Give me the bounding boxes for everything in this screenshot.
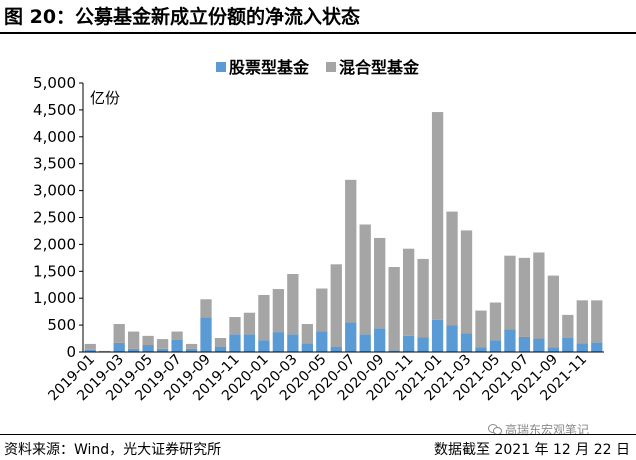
- bar-hybrid-2021-05: [489, 302, 502, 341]
- bar-hybrid-2021-04: [475, 310, 487, 348]
- y-tick-label: 0: [66, 343, 76, 361]
- bar-hybrid-2020-08: [359, 224, 371, 335]
- bar-hybrid-2019-03: [113, 324, 125, 343]
- bar-hybrid-2019-07: [171, 331, 183, 340]
- bar-hybrid-2020-01: [258, 294, 270, 341]
- bar-hybrid-2021-02: [446, 211, 458, 326]
- bar-stock-2020-03: [287, 334, 299, 352]
- bar-hybrid-2019-11: [229, 317, 241, 335]
- bar-hybrid-2020-04: [301, 324, 313, 344]
- y-tick-label: 1,500: [33, 262, 76, 280]
- y-unit-label: 亿份: [90, 89, 120, 107]
- bar-stock-2020-04: [301, 343, 313, 352]
- bar-hybrid-2020-06: [330, 264, 342, 347]
- bar-stock-2019-05: [142, 345, 154, 352]
- bar-stock-2021-01: [431, 319, 444, 352]
- bar-hybrid-2019-05: [142, 335, 154, 346]
- y-tick-label: 1,000: [33, 289, 76, 307]
- bar-hybrid-2020-11: [402, 248, 415, 336]
- bar-stock-2021-07: [518, 336, 531, 352]
- bar-stock-2020-01: [258, 340, 270, 352]
- bar-stock-2020-05: [316, 331, 328, 352]
- bar-hybrid-2020-07: [345, 179, 357, 323]
- stacked-bar-chart: 0 500 1,000 1,500 2,000 2,500 3,000 3,500 4,000 4…: [33, 58, 604, 404]
- bar-stock-2019-04: [128, 348, 140, 352]
- y-tick-label: 5,000: [33, 74, 76, 92]
- bar-hybrid-2020-09: [374, 237, 386, 329]
- bar-stock-2019-12: [243, 334, 256, 352]
- bar-hybrid-2021-08: [533, 252, 545, 339]
- legend-label-hybrid: 混合型基金: [339, 58, 420, 77]
- bar-stock-2021-09: [547, 347, 559, 352]
- legend-label-stock: 股票型基金: [229, 58, 310, 77]
- bar-stock-2021-03: [460, 333, 473, 352]
- bar-hybrid-2020-03: [287, 273, 299, 335]
- bar-hybrid-2019-02: [99, 350, 111, 352]
- bar-stock-2020-08: [359, 334, 371, 352]
- bar-hybrid-2021-01: [431, 112, 444, 320]
- bar-hybrid-2021-11: [576, 300, 588, 344]
- bar-stock-2020-09: [374, 328, 386, 352]
- y-tick-label: 500: [47, 316, 76, 334]
- bar-stock-2019-10: [214, 346, 227, 352]
- bar-stock-2021-06: [504, 329, 516, 352]
- bar-stock-2020-12: [417, 337, 429, 352]
- bar-stock-2020-07: [345, 322, 357, 352]
- bar-hybrid-2021-10: [562, 314, 574, 339]
- bar-stock-2021-08: [533, 338, 545, 352]
- figure-title: 图 20：公募基金新成立份额的净流入状态: [4, 6, 361, 28]
- bar-hybrid-2020-02: [272, 289, 285, 333]
- y-tick-label: 2,000: [33, 235, 76, 253]
- y-tick-label: 3,000: [33, 182, 76, 200]
- footer-rule: [0, 434, 636, 435]
- bar-stock-2021-10: [562, 338, 574, 352]
- watermark-text: 高瑞东宏观笔记: [505, 423, 590, 437]
- legend-swatch-stock: [216, 62, 226, 72]
- y-tick-label: 4,000: [33, 128, 76, 146]
- data-date-note: 数据截至 2021 年 12 月 22 日: [434, 442, 630, 458]
- bar-hybrid-2019-10: [214, 338, 227, 347]
- y-tick-label: 2,500: [33, 209, 76, 227]
- y-tick-label: 4,500: [33, 101, 76, 119]
- bar-stock-2019-07: [171, 339, 183, 352]
- bar-hybrid-2020-12: [417, 258, 429, 338]
- bar-stock-2021-11: [576, 343, 588, 352]
- bar-stock-2019-06: [156, 348, 169, 352]
- bar-hybrid-2019-08: [185, 343, 198, 349]
- bar-stock-2021-02: [446, 325, 458, 352]
- title-rule: [0, 32, 636, 34]
- bar-stock-2020-11: [402, 335, 415, 352]
- bar-hybrid-2020-05: [316, 288, 328, 332]
- bar-hybrid-2019-04: [128, 331, 140, 349]
- source-note: 资料来源：Wind，光大证券研究所: [4, 442, 222, 458]
- watermark: 高瑞东宏观笔记: [488, 421, 589, 438]
- bar-hybrid-2021-06: [504, 255, 516, 330]
- bar-hybrid-2019-06: [156, 339, 169, 349]
- bar-stock-2019-11: [229, 334, 241, 352]
- bar-hybrid-2019-01: [84, 343, 96, 350]
- bar-stock-2021-04: [475, 347, 487, 352]
- bar-stock-2019-03: [113, 342, 125, 352]
- bar-hybrid-2019-09: [200, 299, 212, 318]
- bar-hybrid-2020-10: [388, 267, 400, 351]
- bar-hybrid-2021-07: [518, 257, 531, 337]
- bar-hybrid-2021-12: [591, 300, 603, 343]
- bar-stock-2020-06: [330, 346, 342, 352]
- bar-stock-2019-08: [185, 348, 198, 352]
- bar-stock-2020-10: [388, 350, 400, 352]
- bar-hybrid-2021-09: [547, 275, 559, 348]
- bar-stock-2019-01: [84, 349, 96, 352]
- bar-stock-2020-02: [272, 332, 285, 352]
- y-tick-label: 3,500: [33, 155, 76, 173]
- bar-stock-2019-09: [200, 317, 212, 352]
- legend-swatch-hybrid: [326, 62, 336, 72]
- bar-stock-2021-12: [591, 342, 603, 352]
- bar-hybrid-2021-03: [460, 230, 473, 334]
- bar-stock-2021-05: [489, 340, 502, 352]
- bar-hybrid-2019-12: [243, 312, 256, 335]
